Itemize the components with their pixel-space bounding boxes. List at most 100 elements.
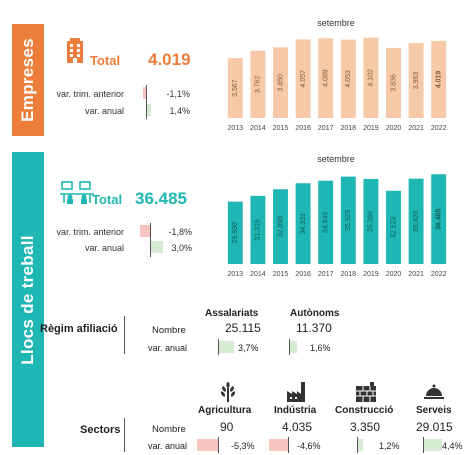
llocs-var-trim-value: -1,8% [168,227,192,237]
chart-title: setembre [317,154,355,164]
chart-x-tick: 2020 [386,271,402,278]
llocs-var-trim-bar [140,225,150,237]
chart-x-tick: 2022 [431,271,447,278]
sector-construccio-bar [358,439,363,451]
empreses-var-anual-bar [147,104,151,116]
chart-bar [431,174,447,264]
llocs-sidebar: Llocs de treball [12,152,44,447]
empreses-var-trim-label: var. trim. anterior [56,89,124,99]
chart-bar [386,47,401,119]
chart-bar [340,176,356,264]
regim-col-assalariats: Assalariats [205,308,259,319]
sector-industria-var: -4,6% [297,441,321,451]
chart-bar [408,178,424,264]
regim-divider [124,316,125,354]
empreses-var-trim-bar [143,87,146,99]
llocs-var-trim-label: var. trim. anterior [56,227,124,237]
factory-icon [287,382,305,402]
chart-data-label: 3.836 [390,74,397,92]
chart-bar [250,50,266,119]
regim-assalariats-nombre: 25.115 [225,321,261,335]
chart-x-tick: 2016 [295,125,311,132]
chart-data-label: 3.762 [255,76,262,94]
sector-construccio-var: 1,2% [379,441,400,451]
chart-data-label: 32.898 [277,216,284,238]
chart-bar [295,183,311,264]
llocs-var-anual-value: 3,0% [171,243,192,253]
empreses-total-value: 4.019 [148,50,191,69]
chart-x-tick: 2018 [341,125,357,132]
chart-data-label: 34.331 [300,213,307,235]
sector-agricultura-var: -5,3% [231,441,255,451]
empreses-total-label: Total [90,53,121,68]
chart-bar [340,39,356,118]
regim-var-label: var. anual [148,343,188,353]
chart-data-label: 4.089 [323,69,330,87]
llocs-bar-chart: setembre 29.930 2013 31.315 2014 32.898 2015 34… [227,154,447,278]
sector-agricultura-bar [197,439,218,451]
chart-x-tick: 2018 [341,271,357,278]
regim-col-autonoms: Autònoms [290,308,340,319]
regim-nombre-label: Nombre [152,325,186,336]
sector-construccio-axis [357,437,358,453]
sector-serveis-bar [424,439,442,451]
chart-x-tick: 2014 [250,271,266,278]
chart-data-label: 3.567 [232,79,239,97]
sector-industria-name: Indústria [274,405,317,416]
chart-data-label: 34.940 [323,212,330,234]
llocs-var-anual-bar [151,241,163,253]
chart-data-label: 36.485 [436,208,443,230]
llocs-section-label: Llocs de treball [18,234,38,365]
regim-assalariats-axis [218,339,219,355]
regim-autonoms-var: 1,6% [310,343,331,353]
sectors-nombre-label: Nombre [152,424,186,435]
chart-x-tick: 2021 [408,125,424,132]
chart-title: setembre [317,18,355,28]
empreses-var-anual-label: var. anual [84,106,124,116]
chart-bar [227,58,243,118]
chart-x-tick: 2016 [295,271,311,278]
chart-data-label: 3.850 [277,74,284,92]
sector-industria-nombre: 4.035 [282,420,313,434]
sectors-var-label: var. anual [148,441,188,451]
chart-data-label: 32.523 [390,217,397,239]
sector-serveis-axis [423,437,424,453]
chart-bar [408,43,424,119]
chart-bar [363,178,379,264]
chart-bar [227,201,243,264]
chart-bar [431,40,447,118]
chart-x-tick: 2015 [273,125,289,132]
chart-x-tick: 2022 [431,125,447,132]
chart-bar [318,180,334,264]
chart-bar [273,189,288,264]
sector-serveis-name: Serveis [416,405,452,416]
building-icon [67,38,83,63]
sector-industria-axis [288,437,289,453]
chart-x-tick: 2013 [228,125,244,132]
regim-autonoms-bar [290,341,297,353]
regim-label: Règim afiliació [40,323,118,335]
sector-serveis-var: 4,4% [442,441,463,451]
chart-x-tick: 2020 [386,125,402,132]
empreses-section-label: Empreses [18,38,37,122]
sector-agricultura-axis [218,437,219,453]
llocs-total-label: Total [92,192,123,207]
sector-industria-bar [269,439,288,451]
empreses-var-trim-value: -1,1% [166,89,190,99]
llocs-var-anual-label: var. anual [84,243,124,253]
regim-assalariats-var: 3,7% [238,343,259,353]
llocs-var-axis [150,223,151,257]
empreses-var-axis [146,85,147,119]
chart-bar [250,195,266,264]
brick-wall-icon [356,382,376,402]
cloche-icon [424,384,444,399]
chart-data-label: 4.057 [300,70,307,88]
chart-data-label: 35.420 [413,211,420,233]
sector-agricultura-nombre: 90 [220,420,234,434]
chart-bar [318,38,334,118]
wheat-icon [220,382,236,402]
chart-data-label: 35.925 [345,209,352,231]
chart-bar [273,47,288,119]
chart-data-label: 35.366 [368,211,375,233]
chart-x-tick: 2014 [250,125,266,132]
